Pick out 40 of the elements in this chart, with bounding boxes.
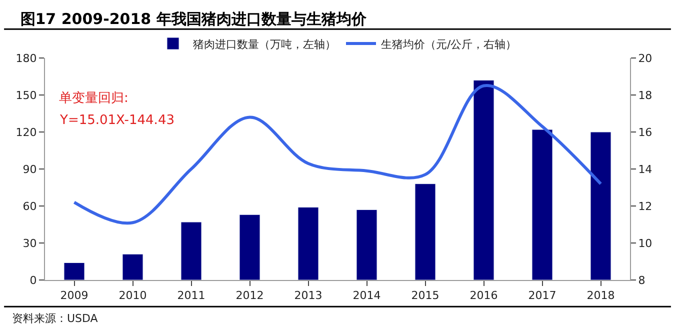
bar [122, 254, 144, 280]
y2-tick-label: 10 [638, 236, 652, 250]
y2-tick-label: 16 [638, 126, 652, 139]
y-tick-label: 0 [30, 274, 37, 287]
legend-label: 生猪均价（元/公斤，右轴） [381, 38, 517, 51]
bar [239, 214, 260, 280]
y2-tick-label: 14 [638, 162, 652, 176]
y2-tick-label: 20 [638, 52, 652, 65]
x-tick-label: 2011 [177, 289, 206, 302]
x-tick-label: 2012 [236, 289, 264, 302]
y-tick-label: 180 [16, 52, 37, 65]
chart-title: 图17 2009-2018 年我国猪肉进口数量与生猪均价 [20, 10, 368, 28]
bar [64, 262, 85, 280]
bar [473, 80, 494, 280]
y2-tick-label: 18 [638, 88, 652, 102]
x-tick-label: 2010 [118, 289, 147, 302]
bar [298, 206, 319, 280]
x-tick-label: 2013 [294, 289, 322, 302]
bar [532, 129, 553, 280]
y2-tick-label: 8 [638, 274, 646, 287]
x-tick-label: 2015 [411, 289, 440, 302]
annotation: 单变量回归: [59, 91, 128, 106]
annotation: Y=15.01X-144.43 [59, 113, 174, 128]
y-tick-label: 120 [16, 126, 37, 139]
x-tick-label: 2016 [470, 289, 498, 302]
y2-tick-label: 12 [638, 200, 652, 213]
x-tick-label: 2017 [528, 289, 556, 302]
x-tick-label: 2014 [352, 289, 381, 302]
x-tick-label: 2009 [60, 289, 88, 302]
y-tick-label: 90 [22, 162, 37, 176]
y-tick-label: 30 [22, 236, 37, 250]
legend-label: 猪肉进口数量（万吨，左轴） [193, 38, 336, 51]
y-tick-label: 60 [22, 200, 37, 213]
x-tick-label: 2018 [586, 289, 615, 302]
y-tick-label: 150 [16, 88, 37, 102]
bar [180, 222, 202, 280]
bar [356, 209, 378, 280]
text: 资料来源：USDA [12, 312, 98, 325]
bar [414, 184, 436, 280]
bar [590, 132, 612, 280]
